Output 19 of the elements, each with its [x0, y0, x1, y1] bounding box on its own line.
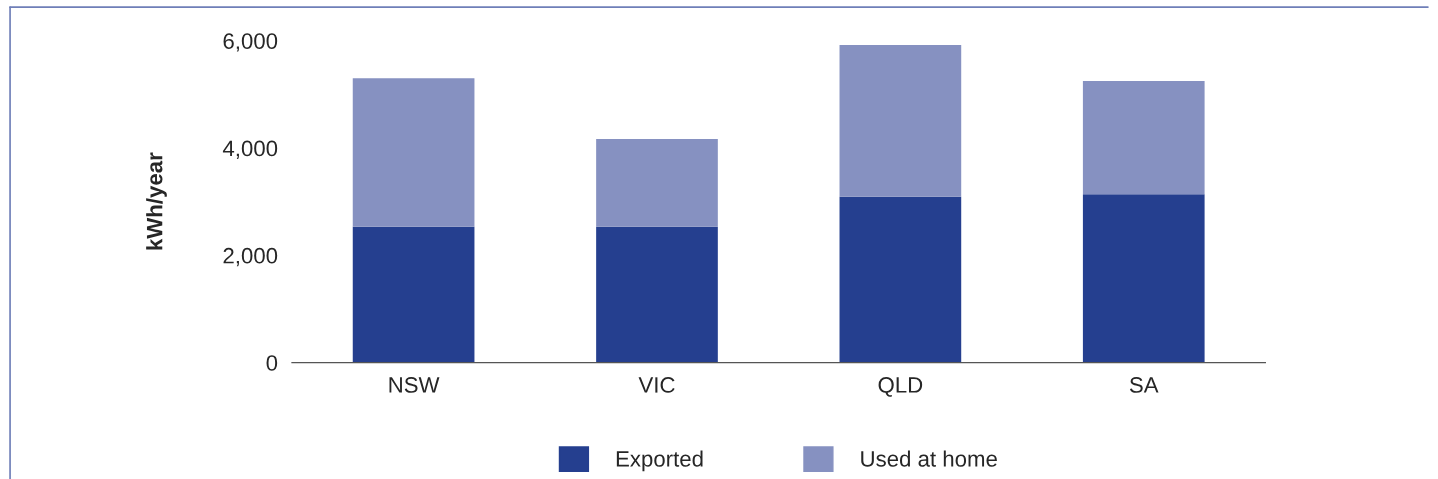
- x-tick-label: VIC: [638, 377, 675, 393]
- bar: [352, 226, 475, 363]
- bar: [596, 138, 718, 227]
- y-tick-label: 6,000: [223, 33, 278, 52]
- bar: [839, 196, 962, 363]
- legend-label: Used at home: [861, 450, 997, 467]
- bar: [596, 226, 718, 363]
- y-tick-label: 0: [266, 355, 278, 371]
- legend-label: Exported: [616, 450, 703, 472]
- y-tick-label: 4,000: [222, 140, 278, 159]
- bar: [1082, 194, 1205, 363]
- y-tick-label: 2,000: [223, 247, 278, 267]
- x-tick-label: SA: [1129, 377, 1159, 393]
- bar: [352, 78, 475, 227]
- y-axis-title: kWh/year: [146, 152, 167, 250]
- x-tick-label: QLD: [878, 377, 923, 397]
- x-tick-label: NSW: [389, 377, 440, 393]
- bar: [839, 45, 962, 197]
- bar: [1082, 80, 1205, 195]
